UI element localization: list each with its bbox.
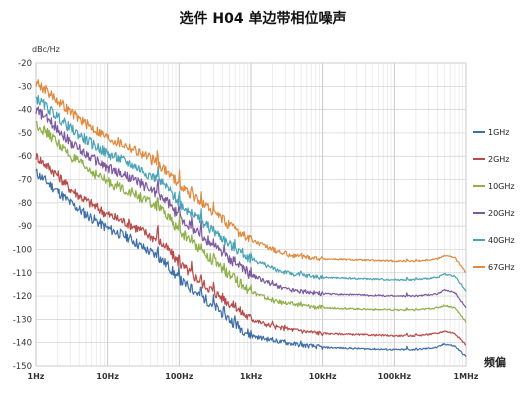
series-line-40ghz	[36, 95, 467, 292]
y-tick-label: -80	[18, 199, 32, 209]
legend-item-10ghz: 10GHz	[473, 182, 515, 191]
x-tick-label: 10kHz	[309, 372, 337, 381]
legend-label: 1GHz	[488, 128, 510, 137]
y-tick-label: -40	[18, 106, 32, 116]
legend-label: 2GHz	[488, 155, 510, 164]
grid	[35, 62, 467, 367]
series-line-1ghz	[35, 168, 467, 358]
y-tick-label: -120	[13, 292, 32, 302]
series-line-2ghz	[35, 152, 467, 346]
x-tick-label: 1Hz	[28, 372, 45, 381]
y-tick-label: -70	[18, 176, 32, 186]
chart-title: 选件 H04 单边带相位噪声	[180, 10, 347, 27]
series-line-20ghz	[35, 106, 467, 309]
legend-item-67ghz: 67GHz	[473, 263, 515, 272]
x-tick-label: 100Hz	[165, 372, 193, 381]
series-line-67ghz	[35, 79, 467, 273]
legend-item-20ghz: 20GHz	[473, 209, 515, 218]
y-tick-label: -50	[18, 129, 32, 139]
y-tick-label: -110	[13, 269, 32, 279]
series-lines	[35, 79, 467, 358]
x-axis-label: 频偏	[484, 355, 506, 369]
axes: -20 -30 -40 -50 -60 -70 -80 -90 -100 -110 -120 -130…	[13, 59, 479, 381]
legend-label: 10GHz	[488, 182, 515, 191]
legend-label: 20GHz	[488, 209, 515, 218]
x-tick-label: 100kHz	[378, 372, 412, 381]
y-tick-label: -20	[18, 59, 32, 69]
x-tick-label: 10Hz	[96, 372, 119, 381]
y-tick-label: -150	[13, 362, 32, 372]
x-tick-label: 1kHz	[240, 372, 263, 381]
y-tick-label: -60	[18, 152, 32, 162]
y-axis-unit-label: dBc/Hz	[32, 45, 60, 54]
legend-item-2ghz: 2GHz	[473, 155, 510, 164]
legend-label: 67GHz	[488, 263, 515, 272]
y-tick-label: -140	[13, 339, 32, 349]
legend-item-1ghz: 1GHz	[473, 128, 510, 137]
legend-label: 40GHz	[488, 236, 515, 245]
y-tick-label: -130	[13, 315, 32, 325]
legend: 1GHz 2GHz 10GHz 20GHz 40GHz 67GHz	[473, 128, 515, 272]
y-tick-label: -90	[18, 222, 32, 232]
x-tick-label: 1MHz	[454, 372, 479, 381]
legend-item-40ghz: 40GHz	[473, 236, 515, 245]
y-tick-label: -100	[13, 245, 32, 255]
y-tick-label: -30	[18, 82, 32, 92]
series-line-10ghz	[35, 121, 467, 323]
